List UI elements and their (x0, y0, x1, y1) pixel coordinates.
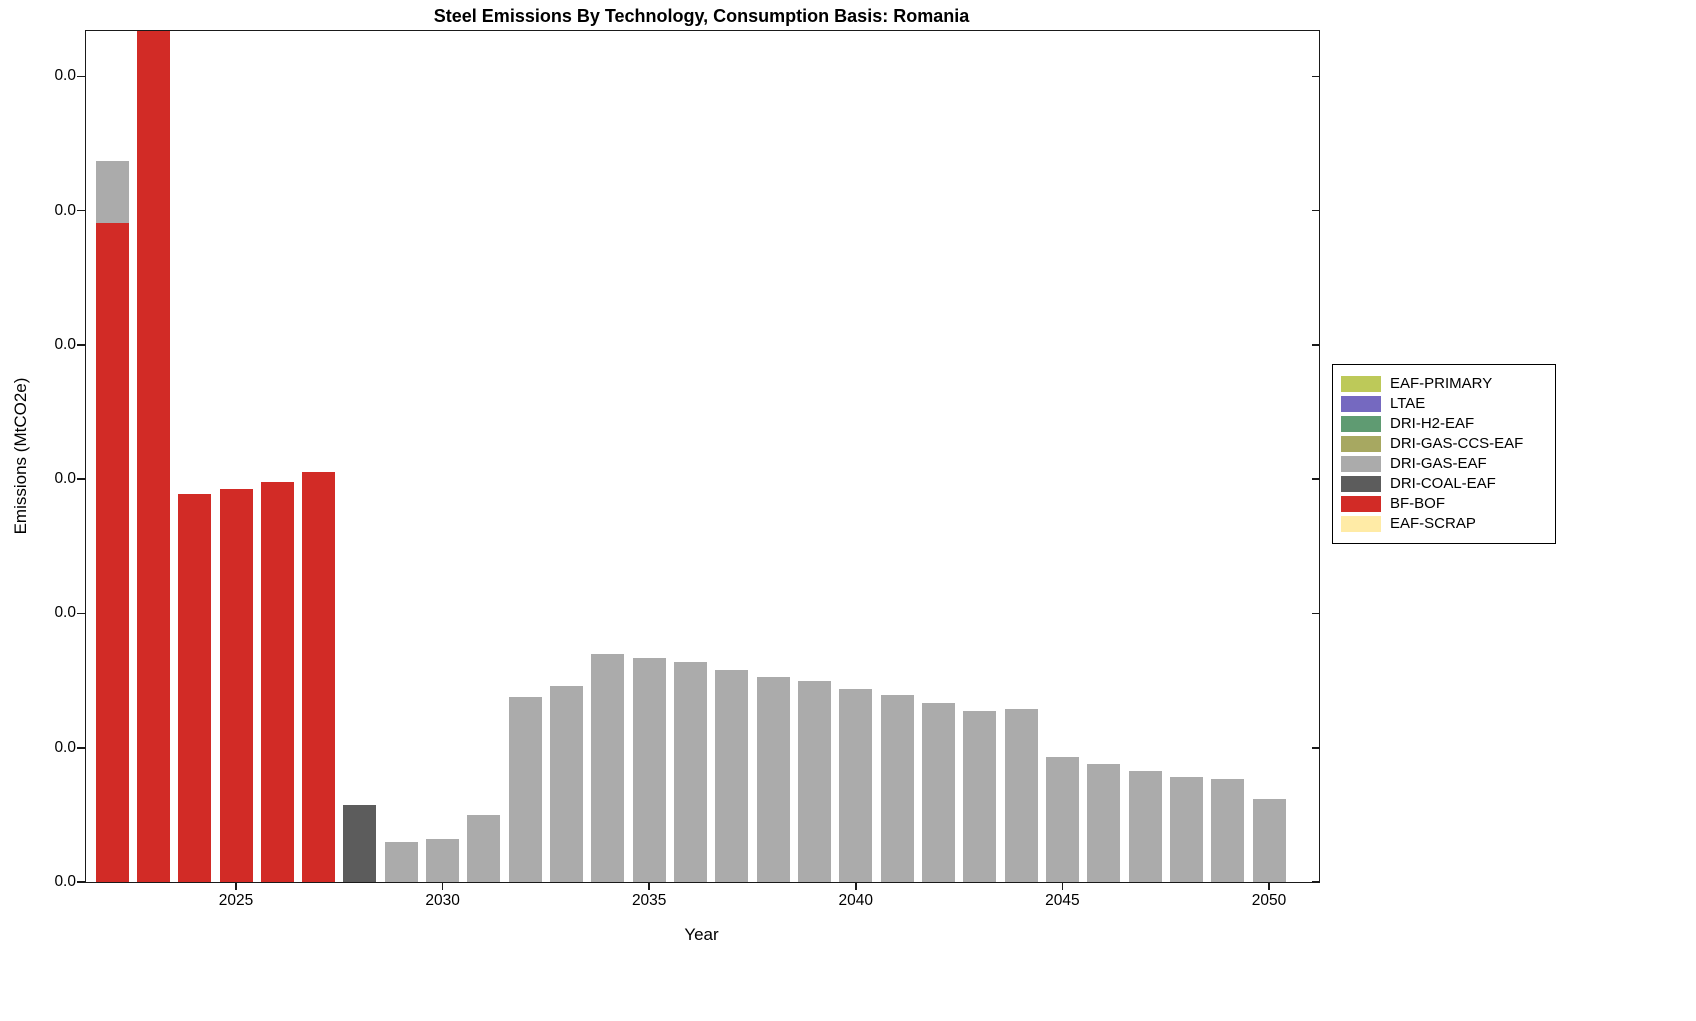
legend-item-eaf-primary: EAF-PRIMARY (1341, 375, 1547, 392)
bar-2042-dri-gas-eaf (921, 703, 955, 882)
legend-swatch-icon (1341, 455, 1381, 472)
y-tick-label: 0.0 (54, 335, 76, 353)
bar-2039-dri-gas-eaf (797, 680, 831, 882)
bar-2032-dri-gas-eaf (508, 696, 542, 882)
y-tick-mark-right (1312, 75, 1319, 78)
bar-2043-dri-gas-eaf (963, 711, 997, 882)
bar-2046-dri-gas-eaf (1087, 763, 1121, 882)
legend-label: BF-BOF (1390, 495, 1445, 512)
x-axis-label: Year (684, 925, 719, 944)
bar-2026-bf-bof (260, 481, 294, 882)
legend: EAF-PRIMARY LTAE DRI-H2-EAF DRI-GAS-CCS-EAF… (1332, 364, 1556, 544)
legend-label: DRI-H2-EAF (1390, 415, 1475, 432)
y-tick-mark (77, 344, 86, 346)
bar-2041-dri-gas-eaf (880, 695, 914, 882)
legend-swatch-icon (1341, 515, 1381, 532)
y-tick-label: 0.0 (54, 201, 76, 219)
y-tick-label: 0.0 (54, 67, 76, 85)
bar-2022-bf-bof (95, 222, 129, 882)
x-tick-mark (648, 882, 650, 890)
legend-swatch-icon (1341, 395, 1381, 412)
legend-label: DRI-COAL-EAF (1390, 475, 1496, 492)
bar-2025-bf-bof (219, 488, 253, 882)
y-tick-mark-right (1312, 881, 1319, 883)
bar-2033-dri-gas-eaf (550, 685, 584, 882)
legend-item-dri-gas-ccs-eaf: DRI-GAS-CCS-EAF (1341, 435, 1547, 452)
x-tick-mark (235, 882, 237, 890)
y-tick-mark (77, 75, 86, 78)
legend-swatch-icon (1341, 435, 1381, 452)
x-tick-label: 2050 (1251, 892, 1287, 909)
bar-2048-dri-gas-eaf (1169, 777, 1203, 882)
x-tick-mark (1061, 882, 1064, 890)
bar-2031-dri-gas-eaf (467, 814, 501, 882)
bar-2049-dri-gas-eaf (1211, 778, 1245, 882)
y-tick-mark-right (1312, 746, 1319, 749)
x-tick-label: 2035 (631, 892, 667, 909)
bar-2030-dri-gas-eaf (426, 839, 460, 882)
x-tick-label: 2040 (838, 892, 874, 909)
y-tick-label: 0.0 (54, 470, 76, 488)
y-tick-mark-right (1312, 209, 1319, 212)
y-tick-mark-right (1312, 344, 1319, 346)
y-tick-mark (77, 612, 86, 615)
bar-2028-dri-coal-eaf (343, 805, 377, 882)
bar-2022-dri-gas-eaf (95, 160, 129, 223)
bar-2036-dri-gas-eaf (674, 661, 708, 882)
legend-swatch-icon (1341, 475, 1381, 492)
plot-frame: 0.0 0.0 0.0 0.0 0.0 0.0 0.0 2025 2030 2035 2040 204… (54, 30, 1320, 909)
bar-2027-bf-bof (302, 472, 336, 882)
x-tick-mark (1268, 882, 1270, 890)
legend-item-dri-gas-eaf: DRI-GAS-EAF (1341, 455, 1547, 472)
x-tick-mark (441, 882, 444, 890)
x-tick-label: 2030 (425, 892, 460, 909)
bars-layer (86, 31, 1319, 882)
bar-2024-bf-bof (178, 493, 212, 882)
x-tick-label: 2045 (1045, 892, 1080, 909)
legend-label: DRI-GAS-CCS-EAF (1390, 435, 1524, 452)
legend-swatch-icon (1341, 415, 1381, 432)
bar-2044-dri-gas-eaf (1004, 708, 1038, 882)
bar-2035-dri-gas-eaf (632, 657, 666, 882)
bar-2045-dri-gas-eaf (1045, 757, 1079, 882)
legend-item-ltae: LTAE (1341, 395, 1547, 412)
y-tick-mark (77, 209, 86, 212)
bar-2047-dri-gas-eaf (1128, 770, 1162, 882)
legend-label: EAF-PRIMARY (1390, 375, 1493, 392)
bar-2034-dri-gas-eaf (591, 653, 625, 882)
legend-item-dri-h2-eaf: DRI-H2-EAF (1341, 415, 1547, 432)
y-tick-label: 0.0 (54, 873, 76, 890)
x-tick-mark (855, 882, 857, 890)
y-tick-mark (77, 746, 86, 749)
x-tick-label: 2025 (218, 892, 254, 909)
y-tick-mark (77, 881, 86, 883)
y-axis-label: Emissions (MtCO2e) (11, 377, 30, 535)
y-tick-label: 0.0 (54, 604, 76, 622)
bar-2023-bf-bof (136, 31, 170, 882)
bar-2037-dri-gas-eaf (715, 669, 749, 882)
bar-2040-dri-gas-eaf (839, 688, 873, 882)
legend-swatch-icon (1341, 375, 1381, 392)
legend-item-bf-bof: BF-BOF (1341, 495, 1547, 512)
y-tick-label: 0.0 (54, 738, 76, 756)
legend-item-dri-coal-eaf: DRI-COAL-EAF (1341, 475, 1547, 492)
legend-item-eaf-scrap: EAF-SCRAP (1341, 515, 1547, 532)
y-tick-mark (77, 478, 86, 480)
y-tick-mark-right (1312, 478, 1319, 480)
bar-2050-dri-gas-eaf (1252, 798, 1286, 882)
legend-label: DRI-GAS-EAF (1390, 455, 1487, 472)
legend-label: EAF-SCRAP (1390, 515, 1476, 532)
bar-2029-dri-gas-eaf (384, 841, 418, 882)
legend-label: LTAE (1390, 395, 1426, 412)
bar-2038-dri-gas-eaf (756, 676, 790, 882)
legend-swatch-icon (1341, 495, 1381, 512)
y-tick-mark-right (1312, 612, 1319, 615)
chart-title: Steel Emissions By Technology, Consumpti… (433, 6, 970, 26)
